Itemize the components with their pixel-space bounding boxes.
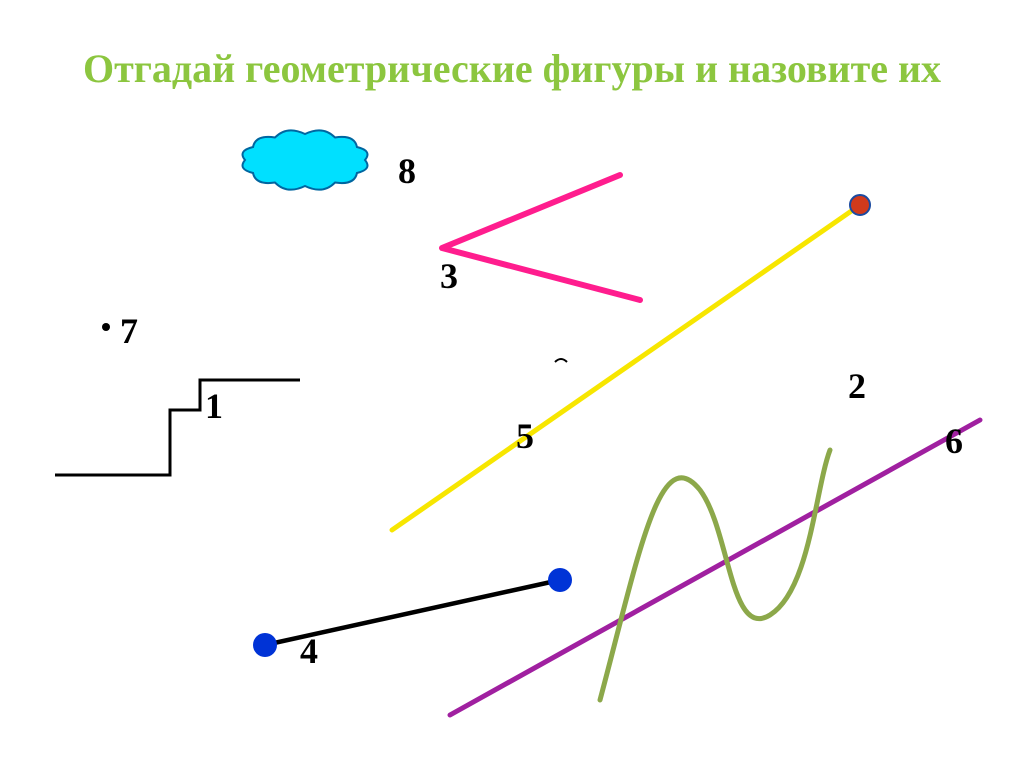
stair-line <box>55 380 300 475</box>
label-3: 3 <box>440 255 458 297</box>
point-7 <box>102 323 110 331</box>
diagram-canvas <box>0 0 1024 767</box>
label-5: 5 <box>516 415 534 457</box>
segment-endpoint-left <box>253 633 277 657</box>
purple-line <box>450 420 980 715</box>
olive-curve <box>600 450 830 700</box>
label-8: 8 <box>398 150 416 192</box>
label-6: 6 <box>945 420 963 462</box>
label-1: 1 <box>205 385 223 427</box>
label-4: 4 <box>300 630 318 672</box>
angle-shape <box>442 175 640 300</box>
label-2: 2 <box>848 365 866 407</box>
ray-endpoint <box>850 195 870 215</box>
segment-endpoint-right <box>548 568 572 592</box>
cloud-shape <box>243 130 368 189</box>
label-7: 7 <box>120 310 138 352</box>
tick-mark <box>555 359 567 362</box>
